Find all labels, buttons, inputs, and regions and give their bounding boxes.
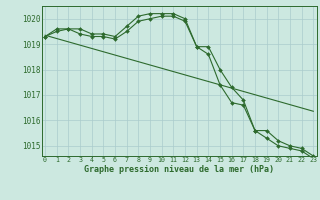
- X-axis label: Graphe pression niveau de la mer (hPa): Graphe pression niveau de la mer (hPa): [84, 165, 274, 174]
